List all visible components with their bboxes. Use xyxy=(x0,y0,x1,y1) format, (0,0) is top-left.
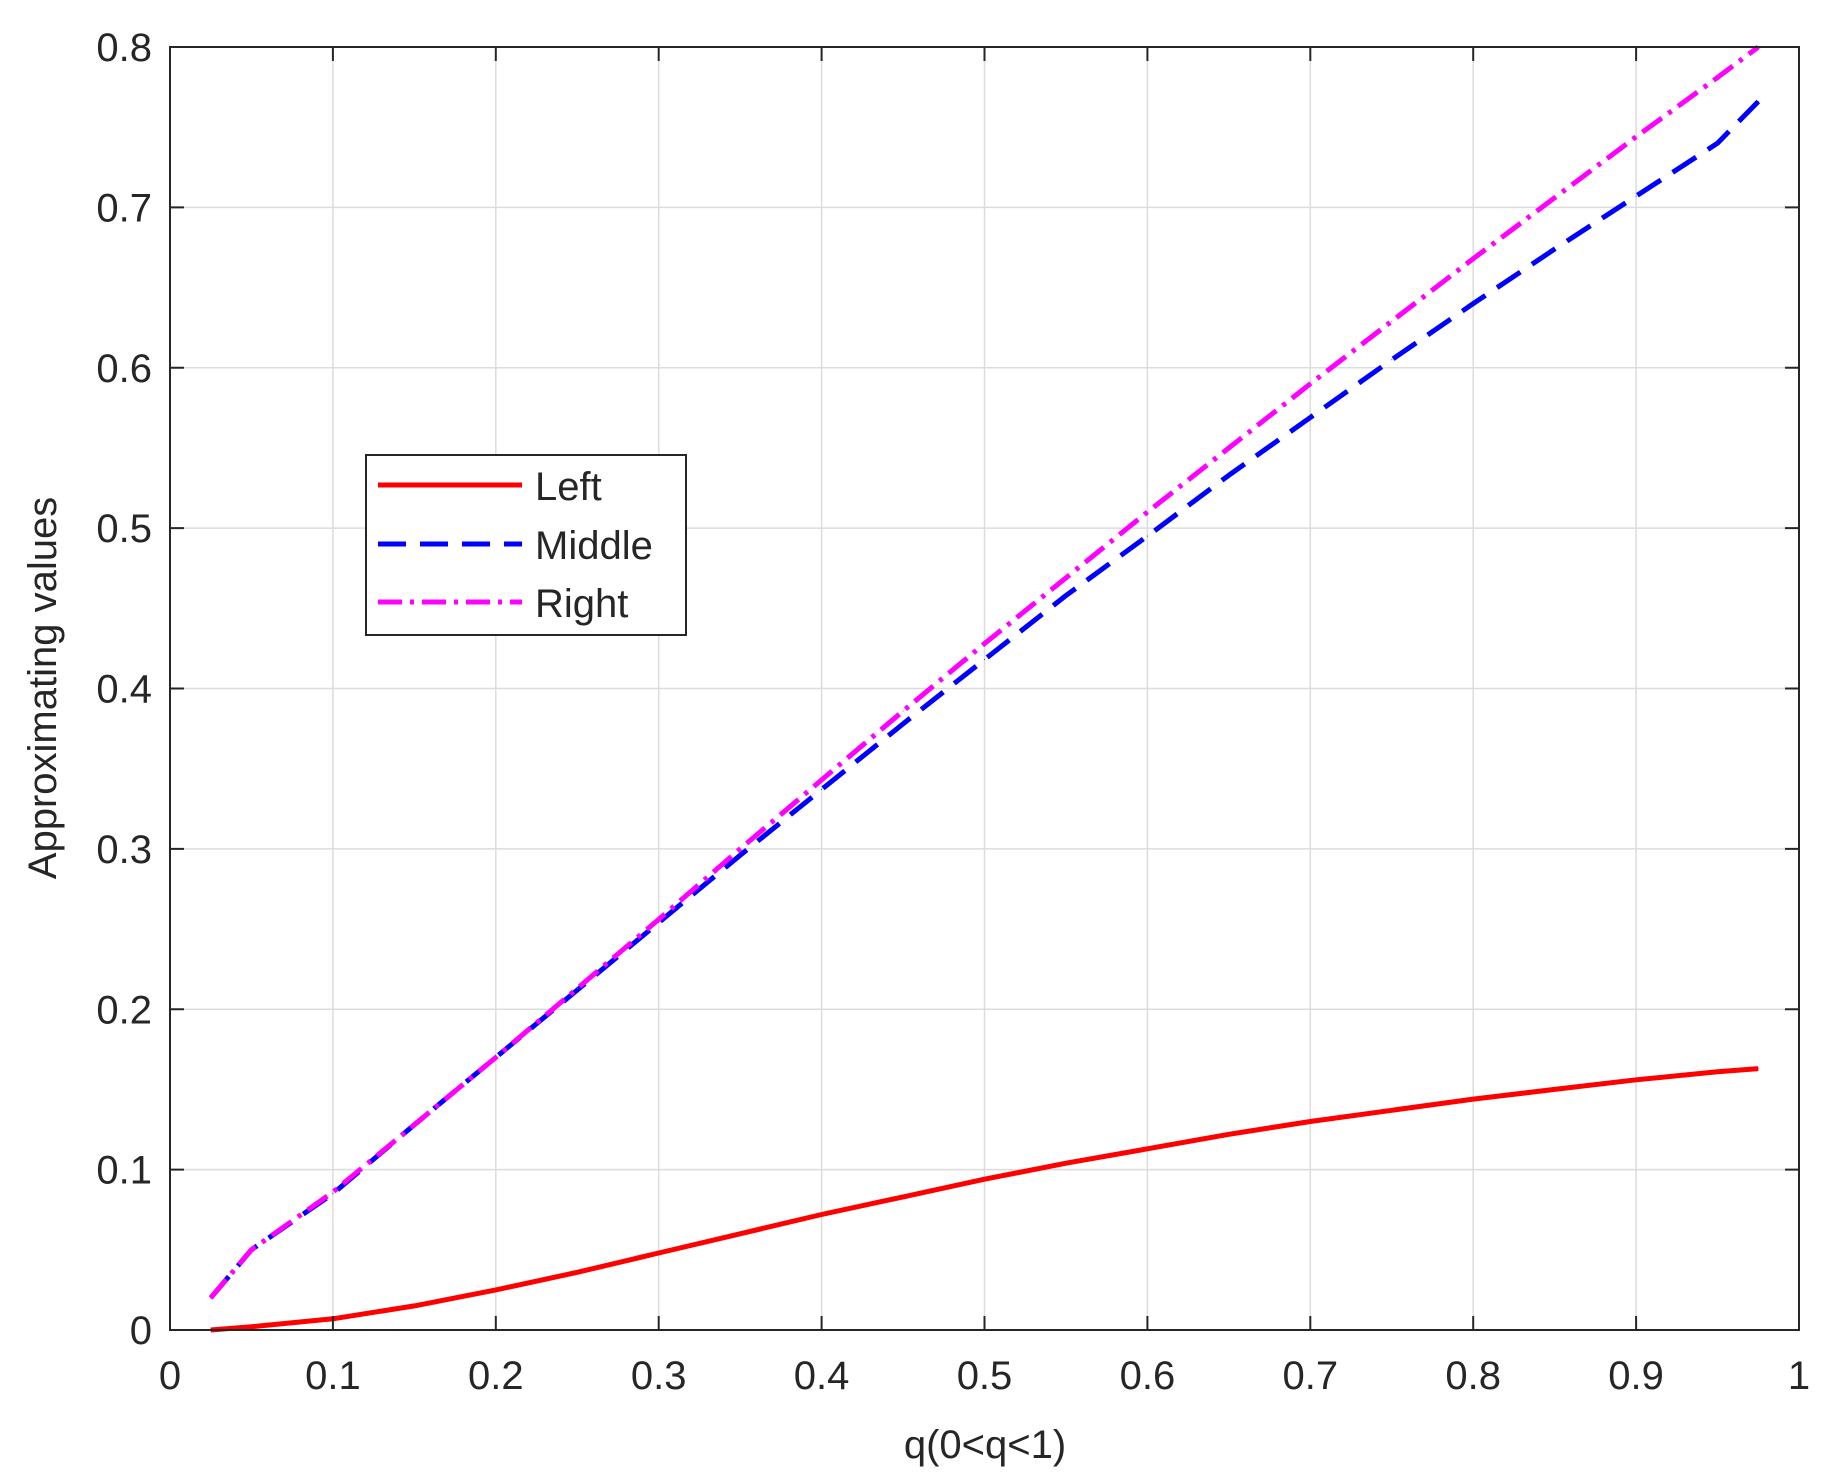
x-tick-label: 1 xyxy=(1788,1354,1810,1398)
legend-label-middle: Middle xyxy=(535,524,653,568)
data-point-right xyxy=(495,1056,497,1058)
data-point-middle xyxy=(1146,535,1148,537)
data-point-left xyxy=(250,1326,252,1328)
data-point-right xyxy=(1391,320,1393,322)
data-point-right xyxy=(1065,577,1067,579)
x-tick-label: 0.1 xyxy=(305,1354,361,1398)
data-point-left xyxy=(495,1289,497,1291)
data-point-left xyxy=(1717,1071,1718,1073)
y-axis-label: Approximating values xyxy=(21,497,65,879)
data-point-left xyxy=(413,1305,415,1307)
data-point-right xyxy=(658,918,660,920)
x-tick-label: 0.8 xyxy=(1445,1354,1501,1398)
data-point-left xyxy=(658,1252,660,1254)
data-point-left xyxy=(1757,1068,1759,1070)
data-point-left xyxy=(1391,1109,1393,1111)
x-tick-label: 0.6 xyxy=(1120,1354,1176,1398)
x-tick-label: 0.4 xyxy=(794,1354,850,1398)
data-point-middle xyxy=(1065,595,1067,596)
x-tick-labels: 0 0.1 0.2 0.3 0.4 0.5 0.6 0.7 0.8 0.9 1 xyxy=(159,1354,1810,1398)
x-tick-label: 0.9 xyxy=(1608,1354,1664,1398)
data-point-left xyxy=(902,1196,904,1198)
data-point-right xyxy=(1228,447,1230,449)
tick-marks xyxy=(169,46,1800,1331)
data-point-middle xyxy=(1391,359,1393,361)
legend-label-right: Right xyxy=(535,582,628,626)
x-tick-label: 0.7 xyxy=(1282,1354,1338,1398)
y-tick-label: 0.2 xyxy=(96,988,152,1032)
data-point-middle xyxy=(739,854,741,856)
y-tick-label: 0.8 xyxy=(96,26,152,70)
y-tick-label: 0 xyxy=(130,1309,152,1353)
data-point-right xyxy=(1635,136,1637,138)
data-point-middle xyxy=(902,723,904,725)
data-point-right xyxy=(1146,511,1148,513)
data-point-right xyxy=(210,1297,212,1299)
data-point-left xyxy=(739,1233,741,1235)
grid-lines xyxy=(170,47,1799,1330)
x-tick-label: 0 xyxy=(159,1354,181,1398)
y-tick-label: 0.7 xyxy=(96,186,152,230)
data-point-middle xyxy=(1757,101,1759,102)
series-group xyxy=(208,44,1761,1333)
data-point-right xyxy=(576,987,578,989)
series-line-middle xyxy=(208,99,1761,1300)
y-tick-label: 0.5 xyxy=(96,507,152,551)
data-point-middle xyxy=(984,659,985,661)
data-point-left xyxy=(821,1214,823,1215)
data-point-right xyxy=(250,1249,252,1251)
data-point-middle xyxy=(332,1193,334,1195)
data-point-middle xyxy=(576,989,578,991)
legend: Left Middle Right xyxy=(365,454,687,636)
data-point-right xyxy=(332,1191,334,1193)
data-point-left xyxy=(1554,1088,1556,1090)
data-point-right xyxy=(1554,197,1556,199)
y-tick-label: 0.3 xyxy=(96,828,152,872)
y-tick-labels: 0 0.1 0.2 0.3 0.4 0.5 0.6 0.7 0.8 xyxy=(96,26,152,1353)
legend-label-left: Left xyxy=(535,465,602,509)
x-tick-label: 0.3 xyxy=(631,1354,687,1398)
data-point-right xyxy=(902,710,904,712)
data-point-right xyxy=(984,643,985,645)
x-tick-label: 0.5 xyxy=(957,1354,1013,1398)
data-point-right xyxy=(413,1124,415,1126)
data-point-middle xyxy=(1635,195,1637,197)
data-point-middle xyxy=(1472,303,1474,305)
data-point-left xyxy=(576,1271,578,1273)
data-point-left xyxy=(1065,1162,1067,1164)
data-point-right xyxy=(1309,383,1311,385)
data-point-right xyxy=(821,779,823,781)
data-point-left xyxy=(1309,1121,1311,1122)
y-tick-label: 0.4 xyxy=(96,668,152,712)
data-point-middle xyxy=(1554,248,1556,250)
data-point-left xyxy=(1228,1133,1230,1135)
data-point-left xyxy=(1146,1148,1148,1150)
data-point-middle xyxy=(1228,474,1230,476)
data-point-left xyxy=(1472,1098,1474,1100)
data-point-right xyxy=(739,848,741,850)
x-tick-label: 0.2 xyxy=(468,1354,524,1398)
data-point-right xyxy=(1472,258,1474,260)
data-point-middle xyxy=(1309,417,1311,418)
y-tick-label: 0.6 xyxy=(96,347,152,391)
data-point-right xyxy=(1717,77,1718,78)
data-point-left xyxy=(984,1178,985,1180)
x-axis-label: q(0<q<1) xyxy=(904,1423,1066,1467)
data-point-middle xyxy=(1717,142,1718,144)
y-tick-label: 0.1 xyxy=(96,1149,152,1193)
data-point-left xyxy=(1635,1079,1637,1081)
data-point-middle xyxy=(821,789,823,790)
